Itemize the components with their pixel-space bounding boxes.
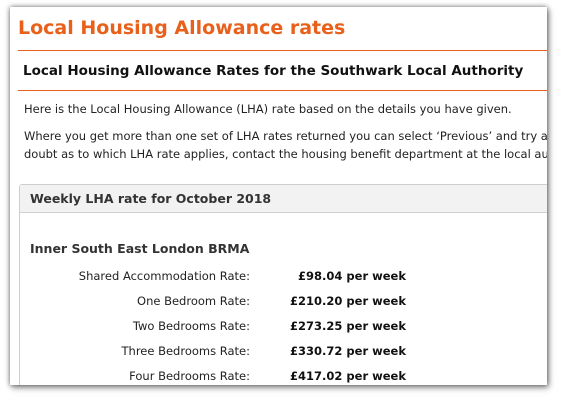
note-text: Where you get more than one set of LHA r… — [24, 127, 547, 163]
rate-label: Shared Accommodation Rate: — [79, 269, 250, 283]
panel-title: Weekly LHA rate for October 2018 — [30, 191, 271, 206]
rate-value: £210.20 per week — [290, 294, 406, 308]
rate-row-two-bedrooms: Two Bedrooms Rate: £273.25 per week — [20, 319, 440, 335]
rate-value: £273.25 per week — [290, 319, 406, 333]
note-line-2: doubt as to which LHA rate applies, cont… — [24, 147, 547, 161]
lha-rate-panel: Weekly LHA rate for October 2018 Inner S… — [19, 184, 547, 385]
panel-header: Weekly LHA rate for October 2018 — [20, 185, 547, 213]
rate-row-shared: Shared Accommodation Rate: £98.04 per we… — [20, 269, 440, 285]
rate-row-four-bedrooms: Four Bedrooms Rate: £417.02 per week — [20, 369, 440, 385]
screenshot-frame: Local Housing Allowance rates Local Hous… — [10, 7, 547, 385]
rate-label: One Bedroom Rate: — [137, 294, 250, 308]
rate-value: £417.02 per week — [290, 369, 406, 383]
rate-value: £98.04 per week — [298, 269, 406, 283]
rate-value: £330.72 per week — [290, 344, 406, 358]
rate-label: Two Bedrooms Rate: — [133, 319, 250, 333]
brma-name: Inner South East London BRMA — [30, 241, 249, 256]
rate-label: Three Bedrooms Rate: — [122, 344, 251, 358]
rate-row-three-bedrooms: Three Bedrooms Rate: £330.72 per week — [20, 344, 440, 360]
subtitle-divider — [18, 90, 547, 91]
page-title: Local Housing Allowance rates — [18, 17, 345, 39]
title-divider — [18, 50, 547, 51]
rate-row-one-bedroom: One Bedroom Rate: £210.20 per week — [20, 294, 440, 310]
section-subtitle: Local Housing Allowance Rates for the So… — [23, 63, 523, 79]
note-line-1: Where you get more than one set of LHA r… — [24, 129, 547, 143]
rate-label: Four Bedrooms Rate: — [129, 369, 250, 383]
intro-text: Here is the Local Housing Allowance (LHA… — [24, 100, 512, 118]
